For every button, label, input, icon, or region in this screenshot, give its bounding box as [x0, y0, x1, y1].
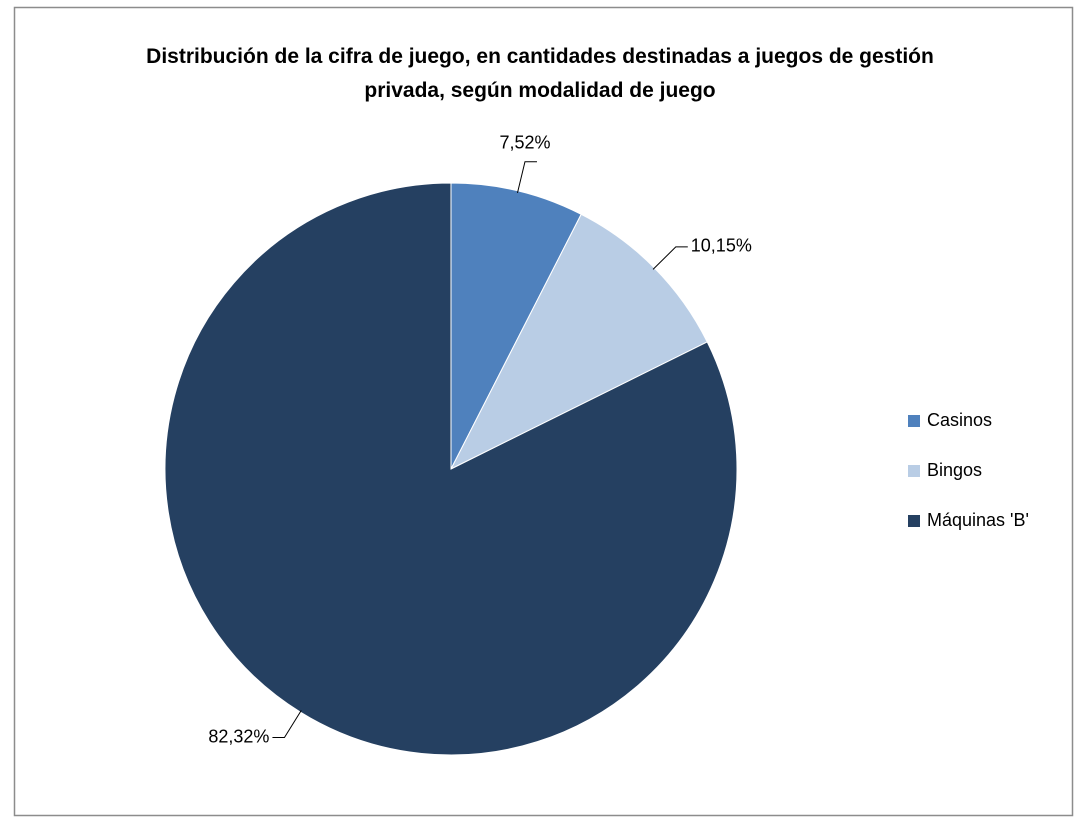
legend-label: Casinos [927, 410, 992, 430]
legend-label: Máquinas 'B' [927, 510, 1029, 530]
leader-line [272, 710, 302, 739]
leader-line [652, 246, 688, 270]
legend-label: Bingos [927, 460, 982, 480]
legend-swatch [908, 415, 920, 427]
data-label: 82,32% [208, 726, 269, 746]
data-label: 10,15% [691, 236, 752, 256]
legend-swatch [908, 515, 920, 527]
leader-line [516, 161, 537, 194]
legend-swatch [908, 465, 920, 477]
chart-title: Distribución de la cifra de juego, en ca… [146, 45, 934, 102]
data-label: 7,52% [499, 133, 550, 153]
